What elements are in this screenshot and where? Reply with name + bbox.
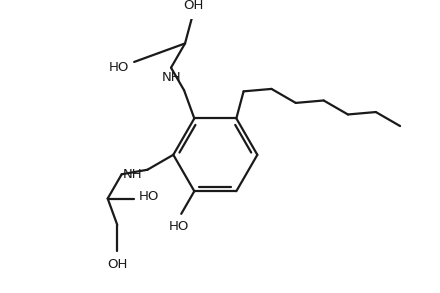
Text: OH: OH — [107, 258, 128, 270]
Text: HO: HO — [109, 61, 129, 74]
Text: HO: HO — [139, 190, 159, 203]
Text: OH: OH — [183, 0, 204, 12]
Text: HO: HO — [168, 220, 189, 233]
Text: NH: NH — [162, 71, 182, 84]
Text: NH: NH — [123, 168, 142, 181]
